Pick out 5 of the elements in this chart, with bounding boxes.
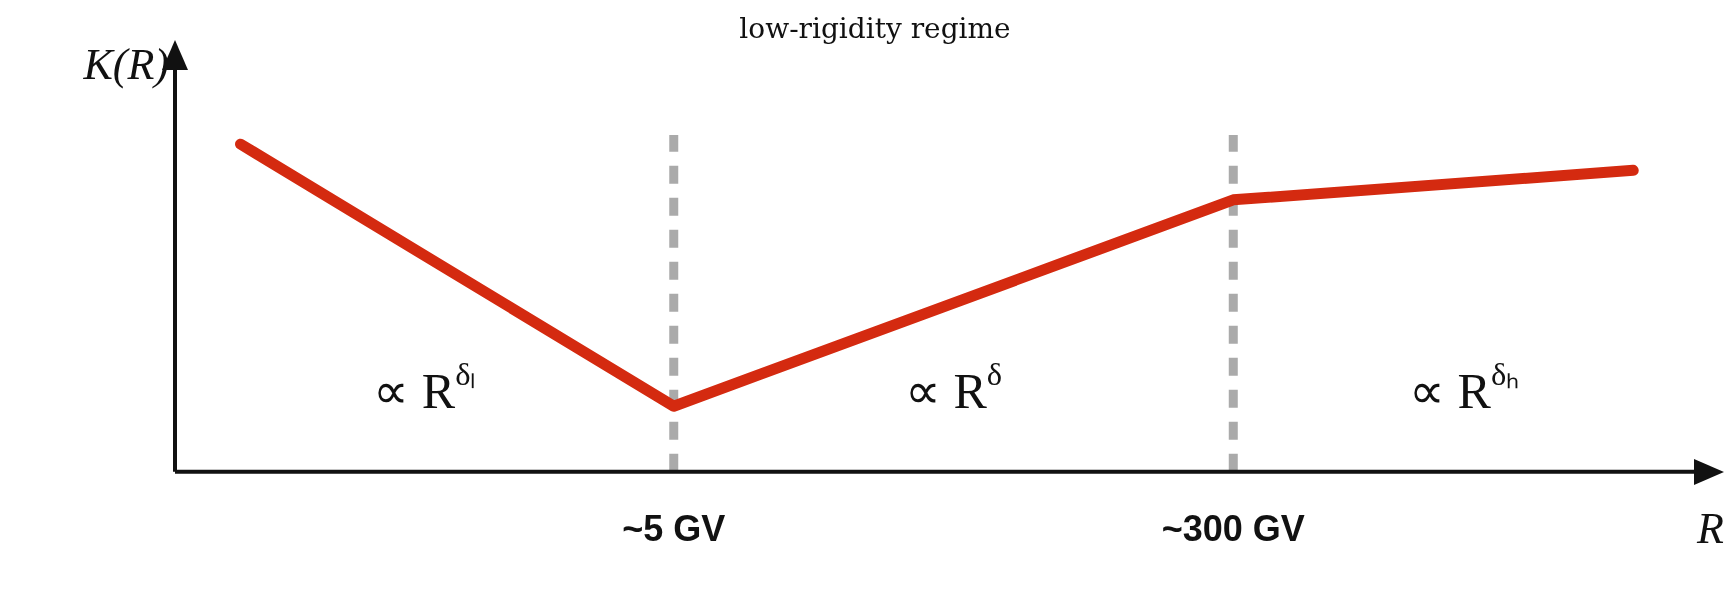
x-tick-label: ~5 GV [622,508,726,550]
text: low-rigidity regime [739,12,1011,45]
y-axis-title: K(R) [82,39,169,89]
x-tick-label: ~300 GV [1161,508,1305,550]
x-axis-title: R [1696,504,1724,554]
